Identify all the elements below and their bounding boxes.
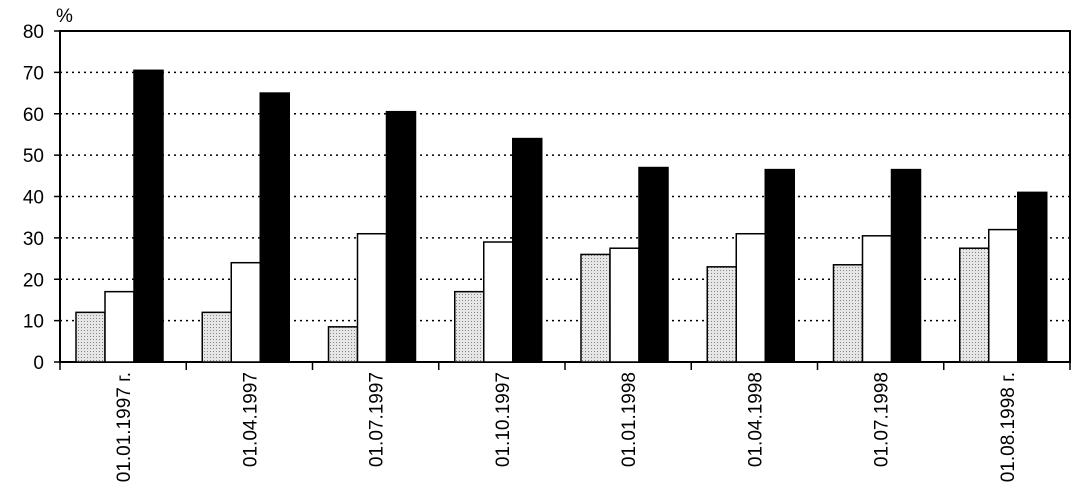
bar <box>609 247 640 363</box>
bar <box>861 235 893 363</box>
bar <box>201 311 232 363</box>
bar <box>988 228 1019 363</box>
bar <box>764 168 795 363</box>
x-tick-label: 01.07.1997 <box>367 372 388 467</box>
y-tick-label: 70 <box>23 63 44 84</box>
bar <box>512 137 543 363</box>
bar <box>327 326 359 363</box>
y-tick-label: 20 <box>23 270 44 291</box>
bar <box>104 290 135 363</box>
bar <box>580 253 611 363</box>
bar <box>832 264 864 363</box>
x-tick-label: 01.08.1998 г. <box>998 372 1019 482</box>
bar <box>385 110 417 363</box>
bar <box>230 261 261 363</box>
y-tick-label: 10 <box>23 312 44 333</box>
bar <box>1017 191 1048 363</box>
bar <box>483 241 514 363</box>
y-axis-label: % <box>56 6 73 27</box>
bar <box>259 92 290 363</box>
y-tick-label: 40 <box>23 188 44 209</box>
y-tick-label: 60 <box>23 105 44 126</box>
y-tick-label: 0 <box>33 353 44 374</box>
bar <box>75 311 106 363</box>
bar <box>454 290 485 363</box>
bar <box>356 232 388 363</box>
bar <box>638 166 669 363</box>
bar <box>890 168 922 363</box>
x-tick-label: 01.01.1997 г. <box>114 372 135 482</box>
bar <box>735 232 766 363</box>
x-tick-label: 01.07.1998 <box>872 372 893 467</box>
y-tick-label: 80 <box>23 22 44 43</box>
x-tick-label: 01.04.1997 <box>240 372 261 467</box>
y-tick-label: 30 <box>23 229 44 250</box>
bar <box>133 69 164 363</box>
x-tick-label: 01.04.1998 <box>745 372 766 467</box>
bar <box>706 266 737 363</box>
x-tick-label: 01.10.1997 <box>493 372 514 467</box>
x-tick-label: 01.01.1998 <box>619 372 640 467</box>
bar <box>959 247 990 363</box>
y-tick-label: 50 <box>23 146 44 167</box>
